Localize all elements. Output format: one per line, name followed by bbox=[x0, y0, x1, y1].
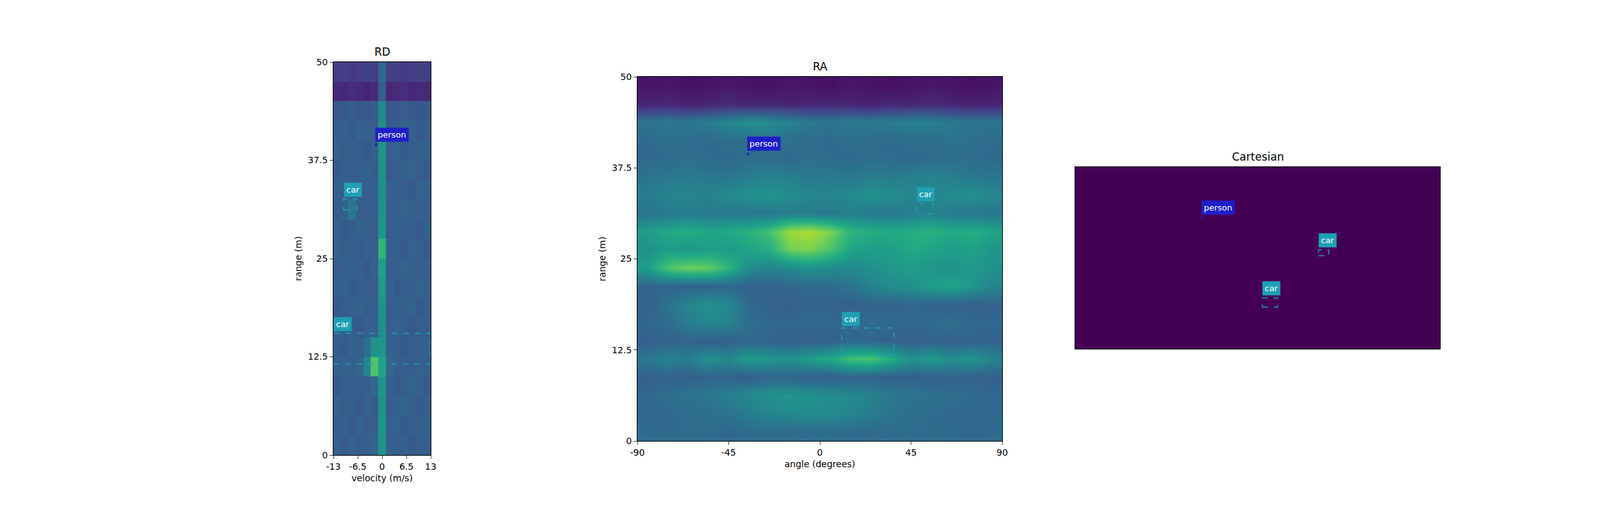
svg-text:0: 0 bbox=[625, 435, 632, 447]
svg-text:person: person bbox=[377, 129, 407, 140]
svg-text:37.5: 37.5 bbox=[307, 154, 328, 166]
svg-text:45: 45 bbox=[905, 447, 918, 458]
svg-text:car: car bbox=[336, 319, 350, 329]
svg-text:person: person bbox=[1203, 202, 1233, 213]
svg-text:90: 90 bbox=[996, 447, 1008, 458]
svg-text:0: 0 bbox=[379, 461, 386, 472]
svg-text:25: 25 bbox=[316, 253, 328, 264]
svg-text:car: car bbox=[1320, 235, 1335, 246]
svg-text:car: car bbox=[346, 184, 360, 195]
svg-text:RD: RD bbox=[374, 45, 391, 59]
svg-text:Cartesian: Cartesian bbox=[1232, 150, 1284, 164]
svg-text:range (m): range (m) bbox=[597, 236, 608, 282]
svg-text:-6.5: -6.5 bbox=[348, 461, 367, 472]
svg-text:person: person bbox=[749, 138, 779, 149]
svg-text:6.5: 6.5 bbox=[399, 461, 414, 472]
svg-text:-13: -13 bbox=[326, 461, 342, 472]
svg-text:12.5: 12.5 bbox=[611, 344, 632, 356]
svg-text:-90: -90 bbox=[630, 447, 646, 458]
svg-text:car: car bbox=[844, 314, 858, 324]
svg-text:50: 50 bbox=[316, 56, 328, 68]
svg-text:0: 0 bbox=[321, 449, 328, 461]
svg-text:angle (degrees): angle (degrees) bbox=[784, 458, 856, 470]
svg-text:range (m): range (m) bbox=[293, 236, 304, 281]
svg-text:12.5: 12.5 bbox=[307, 351, 328, 362]
svg-text:velocity (m/s): velocity (m/s) bbox=[351, 472, 413, 484]
svg-text:0: 0 bbox=[817, 447, 824, 458]
svg-text:RA: RA bbox=[812, 60, 828, 73]
svg-text:25: 25 bbox=[620, 253, 632, 264]
svg-text:-45: -45 bbox=[721, 447, 736, 458]
svg-text:50: 50 bbox=[620, 71, 632, 82]
svg-text:car: car bbox=[1264, 283, 1279, 294]
svg-text:13: 13 bbox=[424, 461, 437, 472]
svg-text:37.5: 37.5 bbox=[611, 162, 632, 173]
svg-text:car: car bbox=[919, 189, 933, 200]
